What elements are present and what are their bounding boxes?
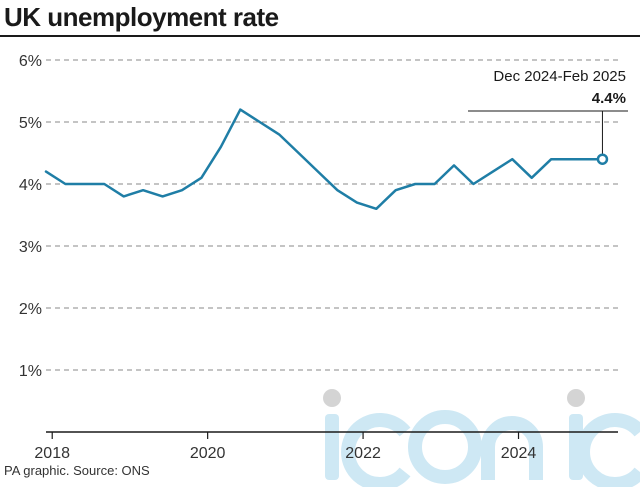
watermark-letter-o <box>408 410 482 484</box>
y-axis-tick-labels: 1% 2% 3% 4% 5% 6% <box>19 53 42 380</box>
x-tick-label: 2024 <box>501 445 537 462</box>
watermark-letter-c <box>341 413 411 487</box>
latest-value-annotation: Dec 2024-Feb 2025 4.4% <box>468 68 628 165</box>
title-divider <box>0 35 640 37</box>
x-axis-ticks: 2018 2020 2022 2024 <box>34 432 536 462</box>
annotation-period: Dec 2024-Feb 2025 <box>493 68 626 85</box>
x-tick-label: 2020 <box>190 445 226 462</box>
y-tick-label: 6% <box>19 53 42 70</box>
watermark-dot <box>567 389 585 407</box>
x-tick-label: 2022 <box>345 445 381 462</box>
watermark-letter-i <box>325 414 339 480</box>
y-tick-label: 5% <box>19 115 42 132</box>
y-tick-label: 4% <box>19 177 42 194</box>
chart-title: UK unemployment rate <box>4 2 279 32</box>
y-tick-label: 3% <box>19 239 42 256</box>
gridlines <box>46 59 618 371</box>
y-tick-label: 2% <box>19 301 42 318</box>
x-tick-label: 2018 <box>34 445 70 462</box>
series-line-unemployment <box>44 108 604 211</box>
watermark-letter-n <box>481 416 543 480</box>
watermark-dot <box>323 389 341 407</box>
latest-point-marker <box>596 153 609 165</box>
annotation-value: 4.4% <box>592 90 626 107</box>
iconic-watermark <box>323 389 640 487</box>
source-note: PA graphic. Source: ONS <box>4 463 150 478</box>
y-tick-label: 1% <box>19 363 42 380</box>
watermark-letter-c <box>576 413 640 487</box>
